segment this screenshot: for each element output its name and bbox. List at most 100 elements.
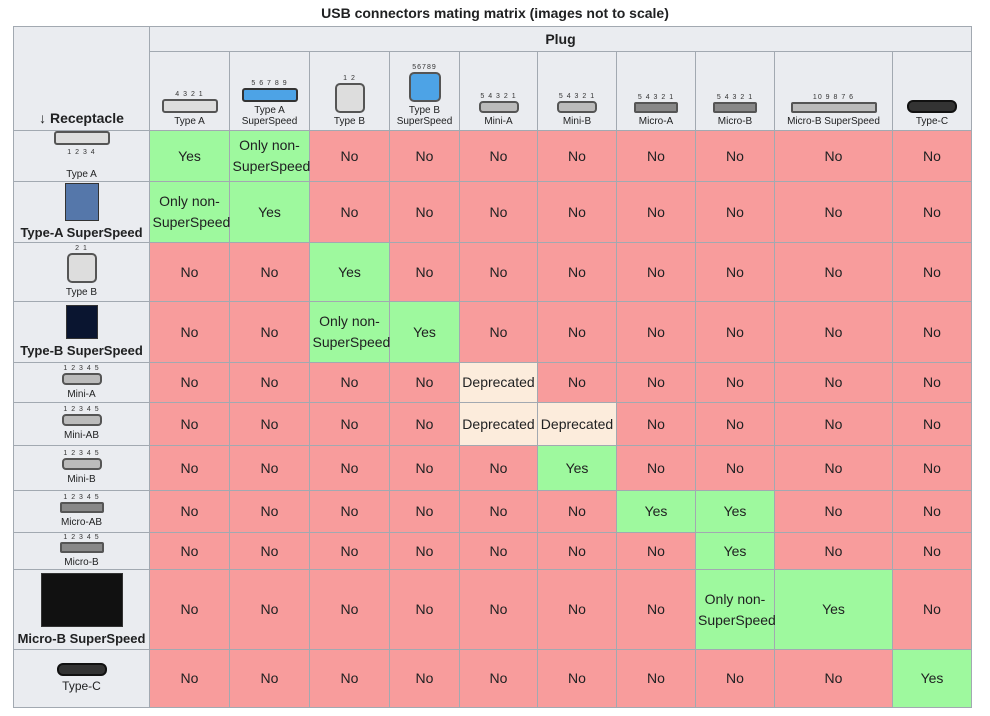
receptacle-label: Mini-B	[67, 474, 96, 485]
receptacle-header-8: 1 2 3 4 5 Micro-AB	[13, 490, 150, 533]
matrix-cell: No	[459, 649, 538, 708]
matrix-cell: No	[537, 490, 617, 533]
receptacle-pin-numbers: 1 2 3 4 5	[63, 364, 100, 372]
receptacle-pin-numbers: 1 2 3 4 5	[63, 406, 100, 413]
plug-pin-numbers: 5 4 3 2 1	[480, 93, 517, 100]
matrix-cell: No	[389, 402, 460, 446]
matrix-cell: No	[616, 301, 696, 363]
matrix-cell: No	[229, 362, 310, 403]
plug-pin-numbers: 1 2	[343, 75, 356, 82]
receptacle-header-2: Type-A SuperSpeed	[13, 181, 150, 243]
matrix-cell: No	[309, 569, 390, 650]
matrix-cell: No	[695, 242, 775, 302]
connector-icon	[907, 100, 957, 113]
connector-icon	[61, 414, 102, 426]
plug-label: Micro-B	[717, 116, 753, 127]
receptacle-label: Mini-A	[67, 388, 96, 400]
matrix-cell: No	[229, 490, 310, 533]
matrix-cell: No	[774, 130, 893, 182]
cell-text: Only non-SuperSpeed	[312, 313, 391, 350]
matrix-cell: No	[774, 490, 893, 533]
receptacle-header-4: Type-B SuperSpeed	[13, 301, 150, 363]
matrix-cell: Yes	[695, 532, 775, 570]
plug-header-3: 1 2 Type B	[309, 51, 390, 131]
cell-text: Only non-SuperSpeed	[232, 137, 311, 174]
matrix-cell: No	[389, 569, 460, 650]
matrix-cell: No	[229, 649, 310, 708]
matrix-cell: No	[616, 649, 696, 708]
matrix-cell: Yes	[537, 445, 617, 491]
connector-icon	[61, 458, 102, 470]
plug-label: Micro-A	[638, 116, 674, 127]
matrix-cell: No	[229, 569, 310, 650]
matrix-cell: No	[309, 445, 390, 491]
receptacle-header-11: Type-C	[13, 649, 150, 708]
plug-label: Type B	[333, 116, 366, 127]
plug-pin-numbers: 5 6 7 8 9	[251, 80, 288, 87]
matrix-cell: Yes	[616, 490, 696, 533]
connector-icon	[59, 502, 104, 513]
matrix-cell: No	[309, 402, 390, 446]
receptacle-label: Micro-AB	[60, 517, 103, 528]
matrix-cell: No	[149, 532, 230, 570]
table-caption: USB connectors mating matrix (images not…	[321, 5, 669, 21]
matrix-cell: No	[774, 181, 893, 243]
cell-text: Only non-SuperSpeed	[698, 590, 776, 628]
connector-icon	[790, 102, 877, 113]
table-row: Type-B SuperSpeed No No Only non-SuperSpeed…	[13, 301, 972, 363]
matrix-cell: Deprecated	[459, 362, 538, 403]
matrix-cell: No	[389, 242, 460, 302]
matrix-cell: No	[537, 130, 617, 182]
matrix-cell: Only non-SuperSpeed	[695, 569, 776, 650]
matrix-cell: No	[537, 649, 617, 708]
receptacle-header-6: 1 2 3 4 5 Mini-AB	[13, 402, 150, 446]
plug-header-6: 5 4 3 2 1 Mini-B	[537, 51, 617, 131]
receptacle-header-3: 2 1 Type B	[13, 242, 150, 302]
table-row: 1 2 3 4 Type A Yes Only non-SuperSpeed No No N…	[13, 130, 972, 182]
matrix-cell: No	[459, 569, 538, 650]
matrix-cell: No	[389, 445, 460, 491]
receptacle-header-9: 1 2 3 4 5 Micro-B	[13, 532, 150, 570]
matrix-cell: No	[229, 301, 310, 363]
plug-label: Mini-B	[562, 116, 592, 127]
receptacle-photo	[64, 183, 99, 221]
plug-header-2: 5 6 7 8 9 Type A SuperSpeed	[229, 51, 310, 131]
plug-pin-numbers: 10 9 8 7 6	[812, 94, 855, 101]
matrix-cell: Only non-SuperSpeed	[149, 181, 230, 243]
matrix-cell: Yes	[229, 181, 310, 243]
plug-header-8: 5 4 3 2 1 Micro-B	[695, 51, 775, 131]
matrix-cell: No	[149, 402, 230, 446]
matrix-cell: No	[309, 181, 390, 243]
plug-label: Type B SuperSpeed	[396, 105, 453, 127]
table-row: Type-A SuperSpeed Only non-SuperSpeed Yes N…	[13, 181, 972, 243]
plug-pin-numbers: 5 4 3 2 1	[558, 93, 596, 100]
connector-icon	[408, 72, 441, 102]
receptacle-label: Type A	[66, 169, 97, 180]
matrix-cell: No	[892, 490, 972, 533]
receptacle-label: Micro-B	[64, 556, 99, 568]
matrix-cell: No	[309, 490, 390, 533]
connector-icon	[59, 541, 104, 553]
receptacle-label: Type-B SuperSpeed	[20, 343, 143, 358]
matrix-cell: No	[774, 362, 893, 403]
table-row: 1 2 3 4 5 Micro-AB No No No No No No Yes Yes No No	[13, 490, 972, 533]
receptacle-label: Micro-B SuperSpeed	[17, 630, 146, 646]
matrix-cell: No	[774, 445, 893, 491]
receptacle-pin-numbers: 2 1	[75, 245, 88, 252]
matrix-cell: No	[459, 445, 538, 491]
matrix-cell: No	[892, 301, 972, 363]
plug-label: Micro-B SuperSpeed	[787, 116, 880, 127]
matrix-cell: No	[774, 301, 893, 363]
matrix-cell: No	[229, 445, 310, 491]
matrix-cell: No	[389, 181, 460, 243]
plug-header-9: 10 9 8 7 6 Micro-B SuperSpeed	[774, 51, 893, 131]
plug-pin-numbers: 56789	[412, 64, 437, 71]
matrix-cell: Yes	[389, 301, 460, 363]
matrix-cell: No	[537, 242, 617, 302]
matrix-cell: Yes	[774, 569, 893, 650]
matrix-cell: No	[149, 445, 230, 491]
matrix-cell: No	[774, 649, 893, 708]
matrix-cell: No	[309, 130, 390, 182]
connector-icon	[334, 83, 365, 113]
plug-header-1: 4 3 2 1 Type A	[149, 51, 230, 131]
